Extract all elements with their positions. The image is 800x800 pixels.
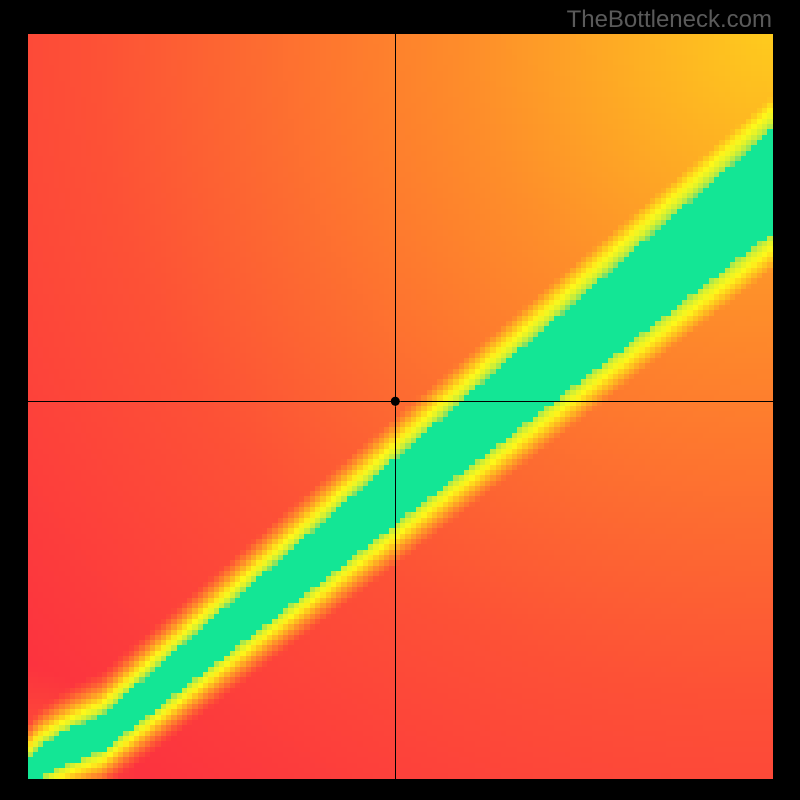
bottleneck-heatmap — [28, 34, 773, 779]
chart-container: TheBottleneck.com — [0, 0, 800, 800]
watermark-text: TheBottleneck.com — [567, 6, 772, 34]
